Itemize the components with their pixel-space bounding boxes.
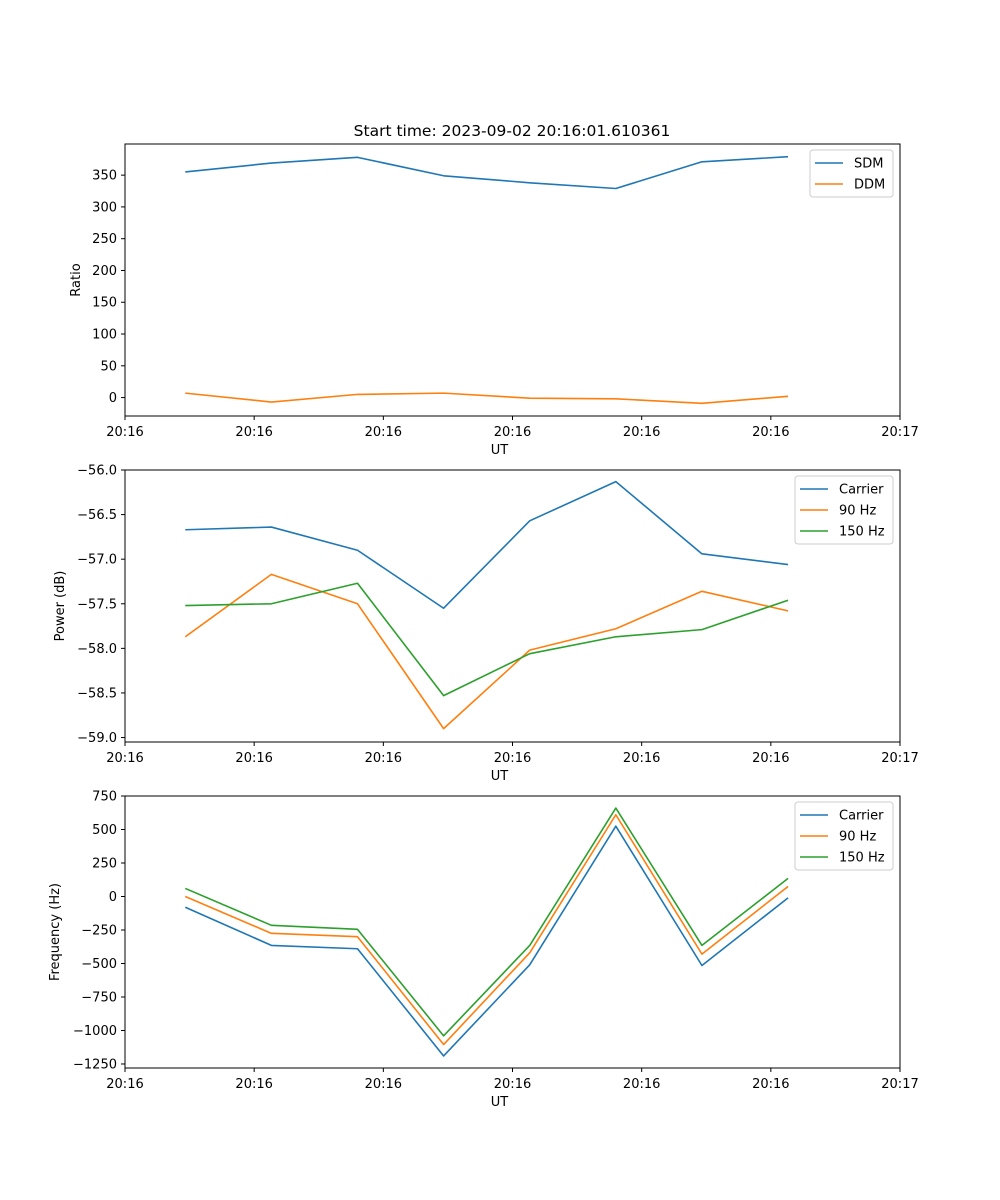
legend-label: Carrier: [839, 809, 884, 824]
x-tick-label: 20:16: [623, 751, 660, 766]
x-tick-label: 20:16: [623, 1077, 660, 1092]
x-tick-label: 20:16: [235, 1077, 272, 1092]
y-tick-label: 50: [100, 359, 117, 374]
series-line-ddm: [185, 392, 789, 405]
x-axis-label: UT: [491, 443, 509, 458]
y-tick-label: 250: [92, 856, 117, 871]
x-tick-label: 20:16: [106, 425, 143, 440]
legend-box: [794, 801, 894, 871]
legend-box: [794, 475, 894, 545]
x-tick-label: 20:17: [881, 1077, 918, 1092]
legend-label: 150 Hz: [839, 851, 885, 866]
y-tick-label: 300: [92, 200, 117, 215]
x-tick-label: 20:16: [235, 425, 272, 440]
series-line-90-hz: [184, 573, 789, 730]
series-line-carrier: [184, 825, 789, 1057]
x-tick-label: 20:16: [365, 751, 402, 766]
x-axis-label: UT: [491, 769, 509, 784]
y-tick-label: −250: [81, 923, 117, 938]
y-tick-label: 750: [92, 790, 117, 805]
y-tick-label: −57.5: [77, 597, 117, 612]
y-tick-label: −56.0: [77, 464, 117, 479]
y-tick-label: −58.5: [77, 686, 117, 701]
y-tick-label: −58.0: [77, 642, 117, 657]
legend-label: DDM: [854, 178, 885, 193]
x-tick-label: 20:16: [752, 751, 789, 766]
series-line-carrier: [185, 480, 789, 610]
x-tick-label: 20:16: [235, 751, 272, 766]
x-tick-label: 20:16: [752, 1077, 789, 1092]
ratio-panel: 20:16 20:16 20:16 20:16 20:16 20:16 20:17 0 50 10…: [69, 143, 919, 458]
x-tick-label: 20:16: [494, 425, 531, 440]
y-axis-label: Frequency (Hz): [48, 883, 63, 981]
y-tick-label: −59.0: [77, 731, 117, 746]
x-tick-label: 20:17: [881, 751, 918, 766]
y-tick-label: −750: [81, 990, 117, 1005]
y-tick-label: 350: [92, 169, 117, 184]
x-tick-label: 20:16: [752, 425, 789, 440]
y-tick-label: 0: [109, 391, 117, 406]
y-tick-label: 500: [92, 823, 117, 838]
frequency-panel: 20:16 20:16 20:16 20:16 20:16 20:16 20:17 −1250…: [48, 790, 919, 1111]
y-tick-label: −1000: [73, 1024, 117, 1039]
legend-label: Carrier: [839, 483, 884, 498]
legend-box: [809, 149, 894, 198]
y-tick-label: −57.0: [77, 553, 117, 568]
legend-label: 90 Hz: [839, 504, 876, 519]
y-axis-label: Ratio: [69, 263, 84, 296]
series-line-150-hz: [185, 582, 789, 697]
y-tick-label: 0: [109, 890, 117, 905]
x-tick-label: 20:16: [494, 751, 531, 766]
y-tick-label: 150: [92, 296, 117, 311]
legend-label: 150 Hz: [839, 525, 885, 540]
series-line-150-hz: [184, 807, 789, 1037]
y-tick-label: 250: [92, 232, 117, 247]
x-tick-label: 20:16: [365, 425, 402, 440]
x-tick-label: 20:16: [623, 425, 660, 440]
series-line-sdm: [185, 155, 789, 190]
x-tick-label: 20:16: [106, 1077, 143, 1092]
x-tick-label: 20:16: [106, 751, 143, 766]
x-tick-label: 20:16: [365, 1077, 402, 1092]
axes-frame: [124, 469, 901, 743]
x-axis-label: UT: [491, 1095, 509, 1110]
figure-title: Start time: 2023-09-02 20:16:01.610361: [354, 122, 671, 140]
y-tick-label: −1250: [73, 1057, 117, 1072]
x-tick-label: 20:17: [881, 425, 918, 440]
legend-label: SDM: [854, 157, 883, 172]
y-tick-label: −500: [81, 957, 117, 972]
legend-label: 90 Hz: [839, 830, 876, 845]
power-panel: 20:16 20:16 20:16 20:16 20:16 20:16 20:17 −59.0…: [53, 464, 919, 785]
y-tick-label: 200: [92, 264, 117, 279]
y-tick-label: −56.5: [77, 508, 117, 523]
y-axis-label: Power (dB): [53, 571, 68, 642]
y-tick-label: 100: [92, 328, 117, 343]
x-tick-label: 20:16: [494, 1077, 531, 1092]
axes-frame: [124, 143, 901, 417]
series-line-90-hz: [184, 813, 789, 1046]
